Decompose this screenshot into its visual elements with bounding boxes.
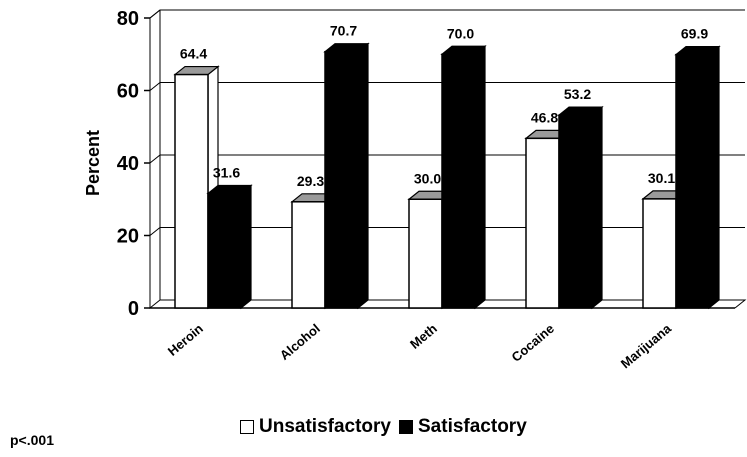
y-tick-label: 20 bbox=[117, 226, 139, 248]
bars bbox=[173, 42, 721, 310]
bar-satisfactory-alcohol-front bbox=[324, 50, 359, 309]
bar-satisfactory-cocaine-side bbox=[591, 105, 603, 310]
bar-satisfactory-meth bbox=[440, 45, 487, 310]
y-tick-label: 0 bbox=[128, 298, 139, 320]
category-label-marijuana: Marijuana bbox=[618, 320, 675, 371]
bar-unsatisfactory-marijuana-front bbox=[642, 198, 677, 309]
gridline bbox=[149, 9, 745, 19]
legend-swatch-satisfactory bbox=[399, 420, 413, 434]
y-axis-label: Percent bbox=[83, 130, 103, 196]
category-label-alcohol: Alcohol bbox=[277, 321, 323, 363]
bar-satisfactory-meth-side bbox=[474, 45, 486, 310]
legend-item-unsatisfactory: Unsatisfactory bbox=[240, 416, 391, 438]
bar-satisfactory-alcohol-side bbox=[357, 42, 369, 310]
y-tick-label: 40 bbox=[117, 153, 139, 175]
bar-satisfactory-heroin-front bbox=[207, 192, 242, 309]
data-label-satisfactory-alcohol: 70.7 bbox=[330, 23, 357, 39]
data-label-satisfactory-marijuana: 69.9 bbox=[681, 26, 708, 42]
category-labels: Heroin Alcohol Meth Cocaine Marijuana bbox=[165, 320, 675, 371]
legend-label-satisfactory: Satisfactory bbox=[418, 416, 527, 437]
bar-satisfactory-alcohol bbox=[323, 42, 370, 310]
bar-satisfactory-heroin bbox=[206, 184, 253, 310]
category-label-cocaine: Cocaine bbox=[509, 321, 557, 365]
bar-satisfactory-marijuana-front bbox=[675, 53, 710, 309]
bar-satisfactory-cocaine bbox=[557, 105, 604, 310]
data-label-unsatisfactory-meth: 30.0 bbox=[414, 170, 441, 186]
bar-unsatisfactory-meth-front bbox=[408, 198, 443, 309]
data-label-satisfactory-cocaine: 53.2 bbox=[564, 86, 591, 102]
legend-item-satisfactory: Satisfactory bbox=[399, 416, 527, 438]
data-labels: 64.4 31.6 29.3 70.7 30.0 70.0 46.8 53.2 30.1 69.9 bbox=[180, 23, 708, 189]
category-label-heroin: Heroin bbox=[165, 321, 206, 359]
data-label-satisfactory-meth: 70.0 bbox=[447, 25, 474, 41]
legend: Unsatisfactory Satisfactory bbox=[240, 416, 535, 438]
bar-satisfactory-marijuana-side bbox=[708, 45, 720, 310]
data-label-unsatisfactory-alcohol: 29.3 bbox=[297, 173, 324, 189]
bar-satisfactory-marijuana bbox=[674, 45, 721, 310]
bar-unsatisfactory-heroin bbox=[173, 65, 220, 310]
legend-swatch-unsatisfactory bbox=[240, 420, 254, 434]
category-label-meth: Meth bbox=[407, 321, 440, 352]
significance-note: p<.001 bbox=[10, 432, 54, 448]
y-axis-ticks: 0 20 40 60 80 bbox=[117, 8, 150, 320]
gridline bbox=[149, 82, 745, 91]
data-label-unsatisfactory-heroin: 64.4 bbox=[180, 46, 207, 62]
bar-unsatisfactory-cocaine-front bbox=[525, 137, 560, 309]
y-tick-label: 80 bbox=[117, 8, 139, 30]
data-label-satisfactory-heroin: 31.6 bbox=[213, 164, 240, 180]
bar-satisfactory-meth-front bbox=[441, 53, 476, 309]
data-label-unsatisfactory-marijuana: 30.1 bbox=[648, 170, 675, 186]
bar-satisfactory-cocaine-front bbox=[558, 114, 593, 309]
data-label-unsatisfactory-cocaine: 46.8 bbox=[531, 109, 558, 125]
bar-unsatisfactory-alcohol-front bbox=[291, 201, 326, 309]
legend-label-unsatisfactory: Unsatisfactory bbox=[259, 416, 391, 437]
bar-satisfactory-heroin-side bbox=[240, 184, 252, 310]
bar-unsatisfactory-heroin-front bbox=[174, 73, 209, 309]
y-tick-label: 60 bbox=[117, 81, 139, 103]
